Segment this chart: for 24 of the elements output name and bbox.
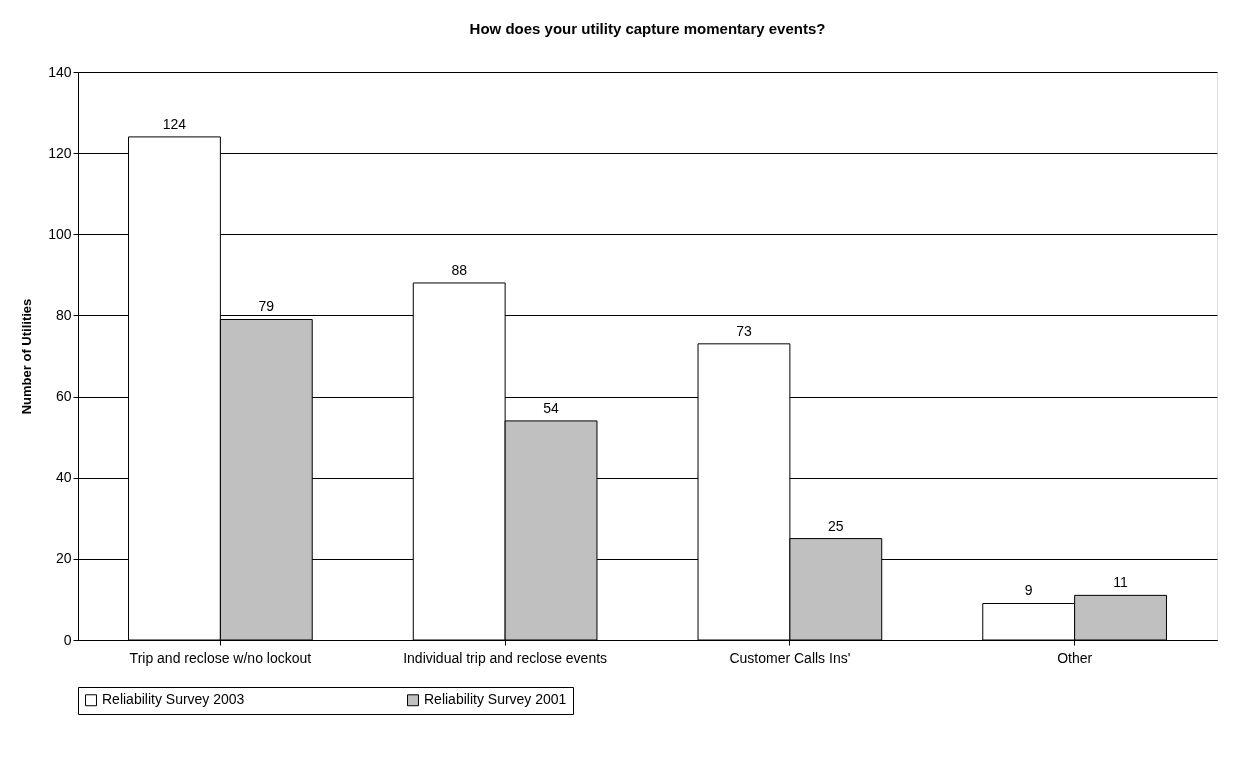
- y-axis-title: Number of Utilities: [19, 298, 35, 415]
- y-tick-label: 0: [63, 631, 72, 648]
- data-label: 11: [1113, 574, 1129, 591]
- y-tick-label: 140: [48, 63, 72, 80]
- legend-label: Reliability Survey 2001: [424, 691, 567, 708]
- data-label: 9: [1024, 582, 1033, 599]
- x-tick-label: Other: [1057, 649, 1093, 666]
- y-tick-label: 120: [48, 144, 72, 161]
- x-tick-label: Individual trip and reclose events: [403, 649, 608, 666]
- y-tick-label: 80: [55, 306, 72, 323]
- data-label: 88: [451, 261, 468, 278]
- x-tick-label: Customer Calls Ins': [729, 649, 851, 666]
- y-tick-label: 40: [55, 469, 72, 486]
- data-label: 25: [828, 517, 844, 534]
- data-label: 79: [258, 298, 275, 315]
- y-tick-label: 100: [48, 225, 72, 242]
- y-tick-label: 60: [55, 388, 72, 405]
- chart-title: How does your utility capture momentary events?: [469, 20, 826, 37]
- x-tick-label: Trip and reclose w/no lockout: [129, 649, 312, 666]
- data-label: 124: [162, 115, 187, 132]
- data-label: 54: [543, 399, 560, 416]
- legend-label: Reliability Survey 2003: [102, 691, 245, 708]
- data-label: 73: [736, 322, 752, 339]
- y-tick-label: 20: [55, 550, 72, 567]
